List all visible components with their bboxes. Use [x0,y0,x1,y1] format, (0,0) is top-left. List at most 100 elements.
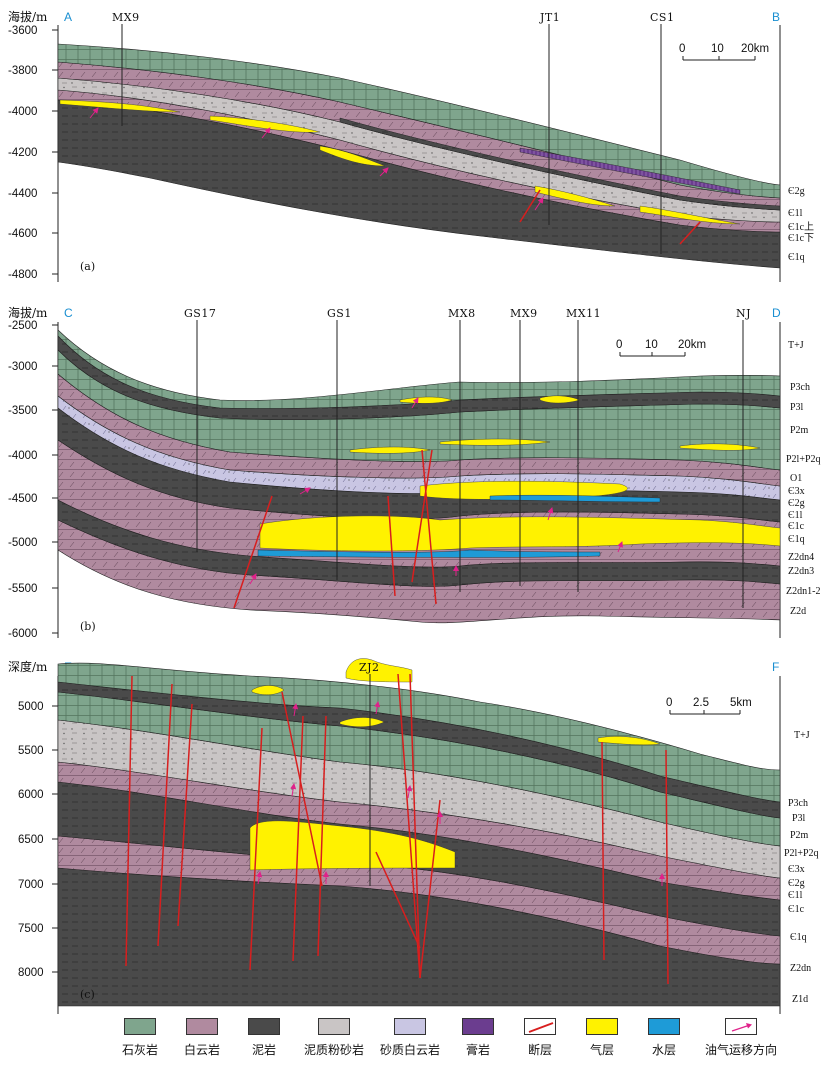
y-tick: -4500 [8,493,37,505]
y-axis-ticks: -3600 -3800 -4000 -4200 -4400 -4600 -480… [8,25,58,281]
y-axis-title: 海拔/m [8,9,48,24]
legend-item: 气层 [562,1018,642,1058]
legend-label: 膏岩 [465,1043,490,1057]
y-tick: -6000 [8,628,37,640]
dolomite-swatch [186,1018,218,1035]
stratum-limestone [57,662,781,803]
formation-label: Є1l [788,510,803,521]
water-layer [489,494,661,503]
fault-line [665,749,669,985]
well-label: CS1 [650,11,674,24]
formation-label: P2m [790,830,809,841]
scale-bar: 0 2.5 5km [666,697,752,715]
y-tick: -3600 [8,25,37,37]
formation-label: Є1l [788,208,803,219]
fault-line [387,495,396,597]
scale-mid: 10 [711,43,724,55]
gas-layer [419,481,628,500]
wells-panel-a: MX9 JT1 CS1 [112,11,674,254]
gypsum-swatch [462,1018,494,1035]
formation-label: Z2dn3 [788,566,814,577]
y-tick: -4000 [8,106,37,118]
formation-label: P2m [790,425,809,436]
section-start-label: A [64,10,72,24]
fault-line [519,189,541,223]
gas-layer [534,185,616,207]
legend-item: 水层 [624,1018,704,1058]
formation-label: T+J [788,340,804,351]
panel-tag: (b) [80,620,96,633]
mudstone-swatch [248,1018,280,1035]
scale-zero: 0 [616,339,622,351]
scale-mid: 10 [645,339,658,351]
gas-layer [59,99,181,113]
y-axis-ticks: -2500 -3000 -3500 -4000 -4500 -5000 -550… [8,320,58,640]
formation-label: P3ch [790,382,810,393]
formation-label: Z2dn [790,963,811,974]
y-tick: 5000 [18,701,44,713]
legend-label: 白云岩 [183,1043,220,1057]
gas-layer [349,446,431,454]
formation-label: O1 [790,473,802,484]
stratum-limestone [57,43,781,199]
migration-arrow [534,197,544,211]
well-label: GS17 [184,307,216,320]
y-tick: 6000 [18,789,44,801]
well-label: GS1 [327,307,352,320]
migration-arrow [292,703,299,717]
formation-label: Є3x [788,864,805,875]
migration-arrow [406,785,413,799]
scale-zero: 0 [666,697,672,709]
formation-labels: T+J P3ch P3l P2m P2l+P2q Є3x Є2g Є1l Є1c… [784,730,819,1005]
stratum-mudstone [339,117,781,211]
cross-section-panel-b: 海拔/m C D -2500 -3000 -3500 -4000 -4500 -… [8,305,821,640]
scale-end: 20km [741,43,769,55]
fault-line [397,673,421,979]
gypsum-lens [519,147,741,195]
y-tick: -5000 [8,537,37,549]
formation-label: Z2dn1-2 [786,586,820,597]
legend-item: 膏岩 [438,1018,518,1058]
y-tick: 8000 [18,967,44,979]
legend-item: 白云岩 [162,1018,242,1058]
formation-label: Є1l [788,890,803,901]
limestone-swatch [124,1018,156,1035]
y-tick: -4600 [8,228,37,240]
well-label: MX9 [510,307,538,320]
gas-layer [249,820,456,871]
legend-item: 泥岩 [224,1018,304,1058]
section-start-label: C [64,306,73,320]
scale-zero: 0 [679,43,685,55]
formation-labels: Є2g Є1l Є1c上 Є1c下 Є1q [788,186,814,263]
panel-tag: (a) [80,260,95,273]
gas-layer [209,115,321,133]
y-tick: -4200 [8,147,37,159]
well-label: NJ [736,307,751,320]
y-tick: 7000 [18,879,44,891]
water-layer-swatch [648,1018,680,1035]
formation-label: Є2g [788,186,805,197]
gas-layer [597,736,661,746]
legend-label: 石灰岩 [121,1043,158,1057]
legend-item: 断层 [500,1018,580,1058]
migration-arrow [256,871,263,885]
legend-label: 泥岩 [251,1043,276,1057]
fault-line [157,683,173,947]
scale-bar: 0 10 20km [679,43,769,61]
formation-label: P2l+P2q [786,454,821,465]
migration-arrow [617,541,623,553]
scale-end: 5km [730,697,752,709]
y-tick: -2500 [8,320,37,332]
gas-layer [251,685,285,695]
migration-arrow [547,507,554,521]
formation-label: Є3x [788,486,805,497]
y-tick: -5500 [8,583,37,595]
well-label: ZJ2 [359,661,380,674]
cross-section-panel-c: 深度/m E F 5000 5500 6000 6500 7000 7500 8… [8,658,819,1014]
strata-panel-b [57,329,781,624]
migration-arrow-icon [725,1018,757,1035]
legend-label: 水层 [651,1043,676,1057]
formation-label: Є1c下 [788,233,814,244]
legend-label: 砂质白云岩 [379,1043,440,1057]
y-axis-ticks: 5000 5500 6000 6500 7000 7500 8000 [18,701,58,979]
